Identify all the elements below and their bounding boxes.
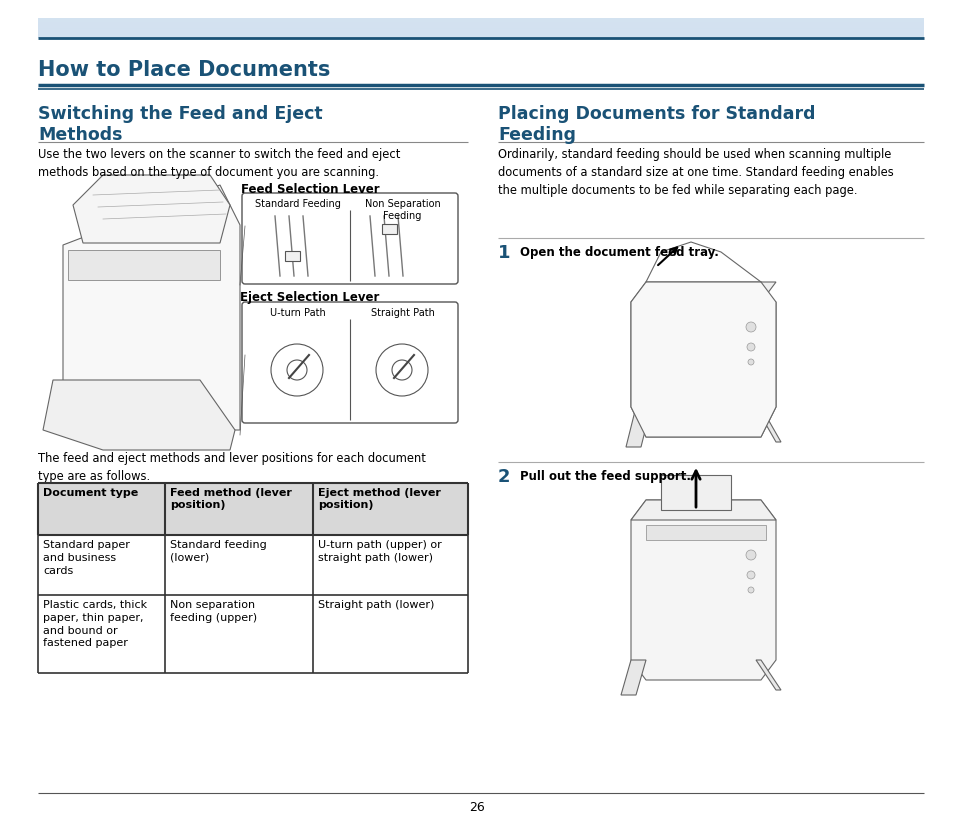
Bar <box>38 34 923 35</box>
Text: Plastic cards, thick
paper, thin paper,
and bound or
fastened paper: Plastic cards, thick paper, thin paper, … <box>43 600 147 649</box>
Circle shape <box>747 587 753 593</box>
Text: Open the document feed tray.: Open the document feed tray. <box>519 246 719 259</box>
Polygon shape <box>755 407 781 442</box>
Bar <box>38 27 923 28</box>
Bar <box>38 30 923 31</box>
Bar <box>38 37 923 38</box>
Text: 1: 1 <box>497 244 510 262</box>
Text: 26: 26 <box>469 801 484 814</box>
Text: U-turn path (upper) or
straight path (lower): U-turn path (upper) or straight path (lo… <box>318 540 441 563</box>
Bar <box>38 32 923 33</box>
Bar <box>38 24 923 25</box>
Text: The feed and eject methods and lever positions for each document
type are as fol: The feed and eject methods and lever pos… <box>38 452 425 483</box>
Text: 2: 2 <box>497 468 510 486</box>
Bar <box>645 525 765 540</box>
Text: Placing Documents for Standard
Feeding: Placing Documents for Standard Feeding <box>497 105 815 145</box>
Text: Ordinarily, standard feeding should be used when scanning multiple
documents of : Ordinarily, standard feeding should be u… <box>497 148 893 197</box>
Text: Standard Feeding: Standard Feeding <box>254 199 340 209</box>
Text: Document type: Document type <box>43 488 138 498</box>
Text: Straight Path: Straight Path <box>370 308 434 318</box>
Bar <box>38 21 923 22</box>
FancyBboxPatch shape <box>242 193 457 284</box>
Bar <box>38 23 923 24</box>
Text: Eject method (lever
position): Eject method (lever position) <box>318 488 440 510</box>
Bar <box>38 20 923 21</box>
Bar <box>38 18 923 19</box>
Circle shape <box>375 344 428 396</box>
Circle shape <box>745 322 755 332</box>
Circle shape <box>287 360 307 380</box>
Text: How to Place Documents: How to Place Documents <box>38 60 330 80</box>
Bar <box>68 250 220 280</box>
Bar <box>38 18 923 38</box>
Polygon shape <box>43 380 234 450</box>
Bar <box>38 483 468 535</box>
Text: Use the two levers on the scanner to switch the feed and eject
methods based on : Use the two levers on the scanner to swi… <box>38 148 400 179</box>
Text: Non Separation
Feeding: Non Separation Feeding <box>364 199 440 221</box>
Bar <box>285 251 299 261</box>
Text: Feed Selection Lever: Feed Selection Lever <box>240 183 379 196</box>
Text: Standard feeding
(lower): Standard feeding (lower) <box>170 540 266 563</box>
Polygon shape <box>63 185 240 430</box>
Bar <box>38 22 923 23</box>
Bar <box>38 26 923 27</box>
Bar <box>38 35 923 36</box>
Bar <box>38 19 923 20</box>
Text: Eject Selection Lever: Eject Selection Lever <box>240 291 379 304</box>
Circle shape <box>746 343 754 351</box>
Bar <box>38 28 923 29</box>
Bar <box>38 535 468 595</box>
Bar <box>38 31 923 32</box>
Bar <box>381 224 396 234</box>
Bar <box>38 25 923 26</box>
Bar <box>38 36 923 37</box>
Polygon shape <box>630 302 775 437</box>
Text: Pull out the feed support.: Pull out the feed support. <box>519 470 690 483</box>
Text: Non separation
feeding (upper): Non separation feeding (upper) <box>170 600 256 622</box>
Polygon shape <box>630 500 775 680</box>
Text: Straight path (lower): Straight path (lower) <box>318 600 435 610</box>
Polygon shape <box>625 407 650 447</box>
Polygon shape <box>660 475 730 510</box>
Polygon shape <box>630 282 775 302</box>
Polygon shape <box>630 282 775 437</box>
Polygon shape <box>630 500 775 520</box>
Polygon shape <box>620 660 645 695</box>
Polygon shape <box>73 175 230 243</box>
Circle shape <box>745 550 755 560</box>
Text: Feed method (lever
position): Feed method (lever position) <box>170 488 292 510</box>
FancyBboxPatch shape <box>242 302 457 423</box>
Circle shape <box>747 359 753 365</box>
Text: Switching the Feed and Eject
Methods: Switching the Feed and Eject Methods <box>38 105 322 145</box>
Circle shape <box>392 360 412 380</box>
Text: Standard paper
and business
cards: Standard paper and business cards <box>43 540 130 576</box>
Bar <box>38 29 923 30</box>
Circle shape <box>746 571 754 579</box>
Bar <box>38 595 468 673</box>
Circle shape <box>271 344 323 396</box>
Text: U-turn Path: U-turn Path <box>270 308 325 318</box>
Bar <box>38 33 923 34</box>
Polygon shape <box>755 660 781 690</box>
